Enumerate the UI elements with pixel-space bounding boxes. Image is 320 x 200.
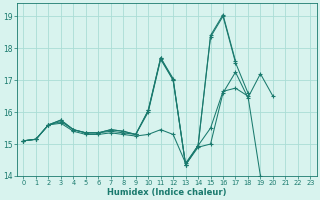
X-axis label: Humidex (Indice chaleur): Humidex (Indice chaleur) [107,188,227,197]
